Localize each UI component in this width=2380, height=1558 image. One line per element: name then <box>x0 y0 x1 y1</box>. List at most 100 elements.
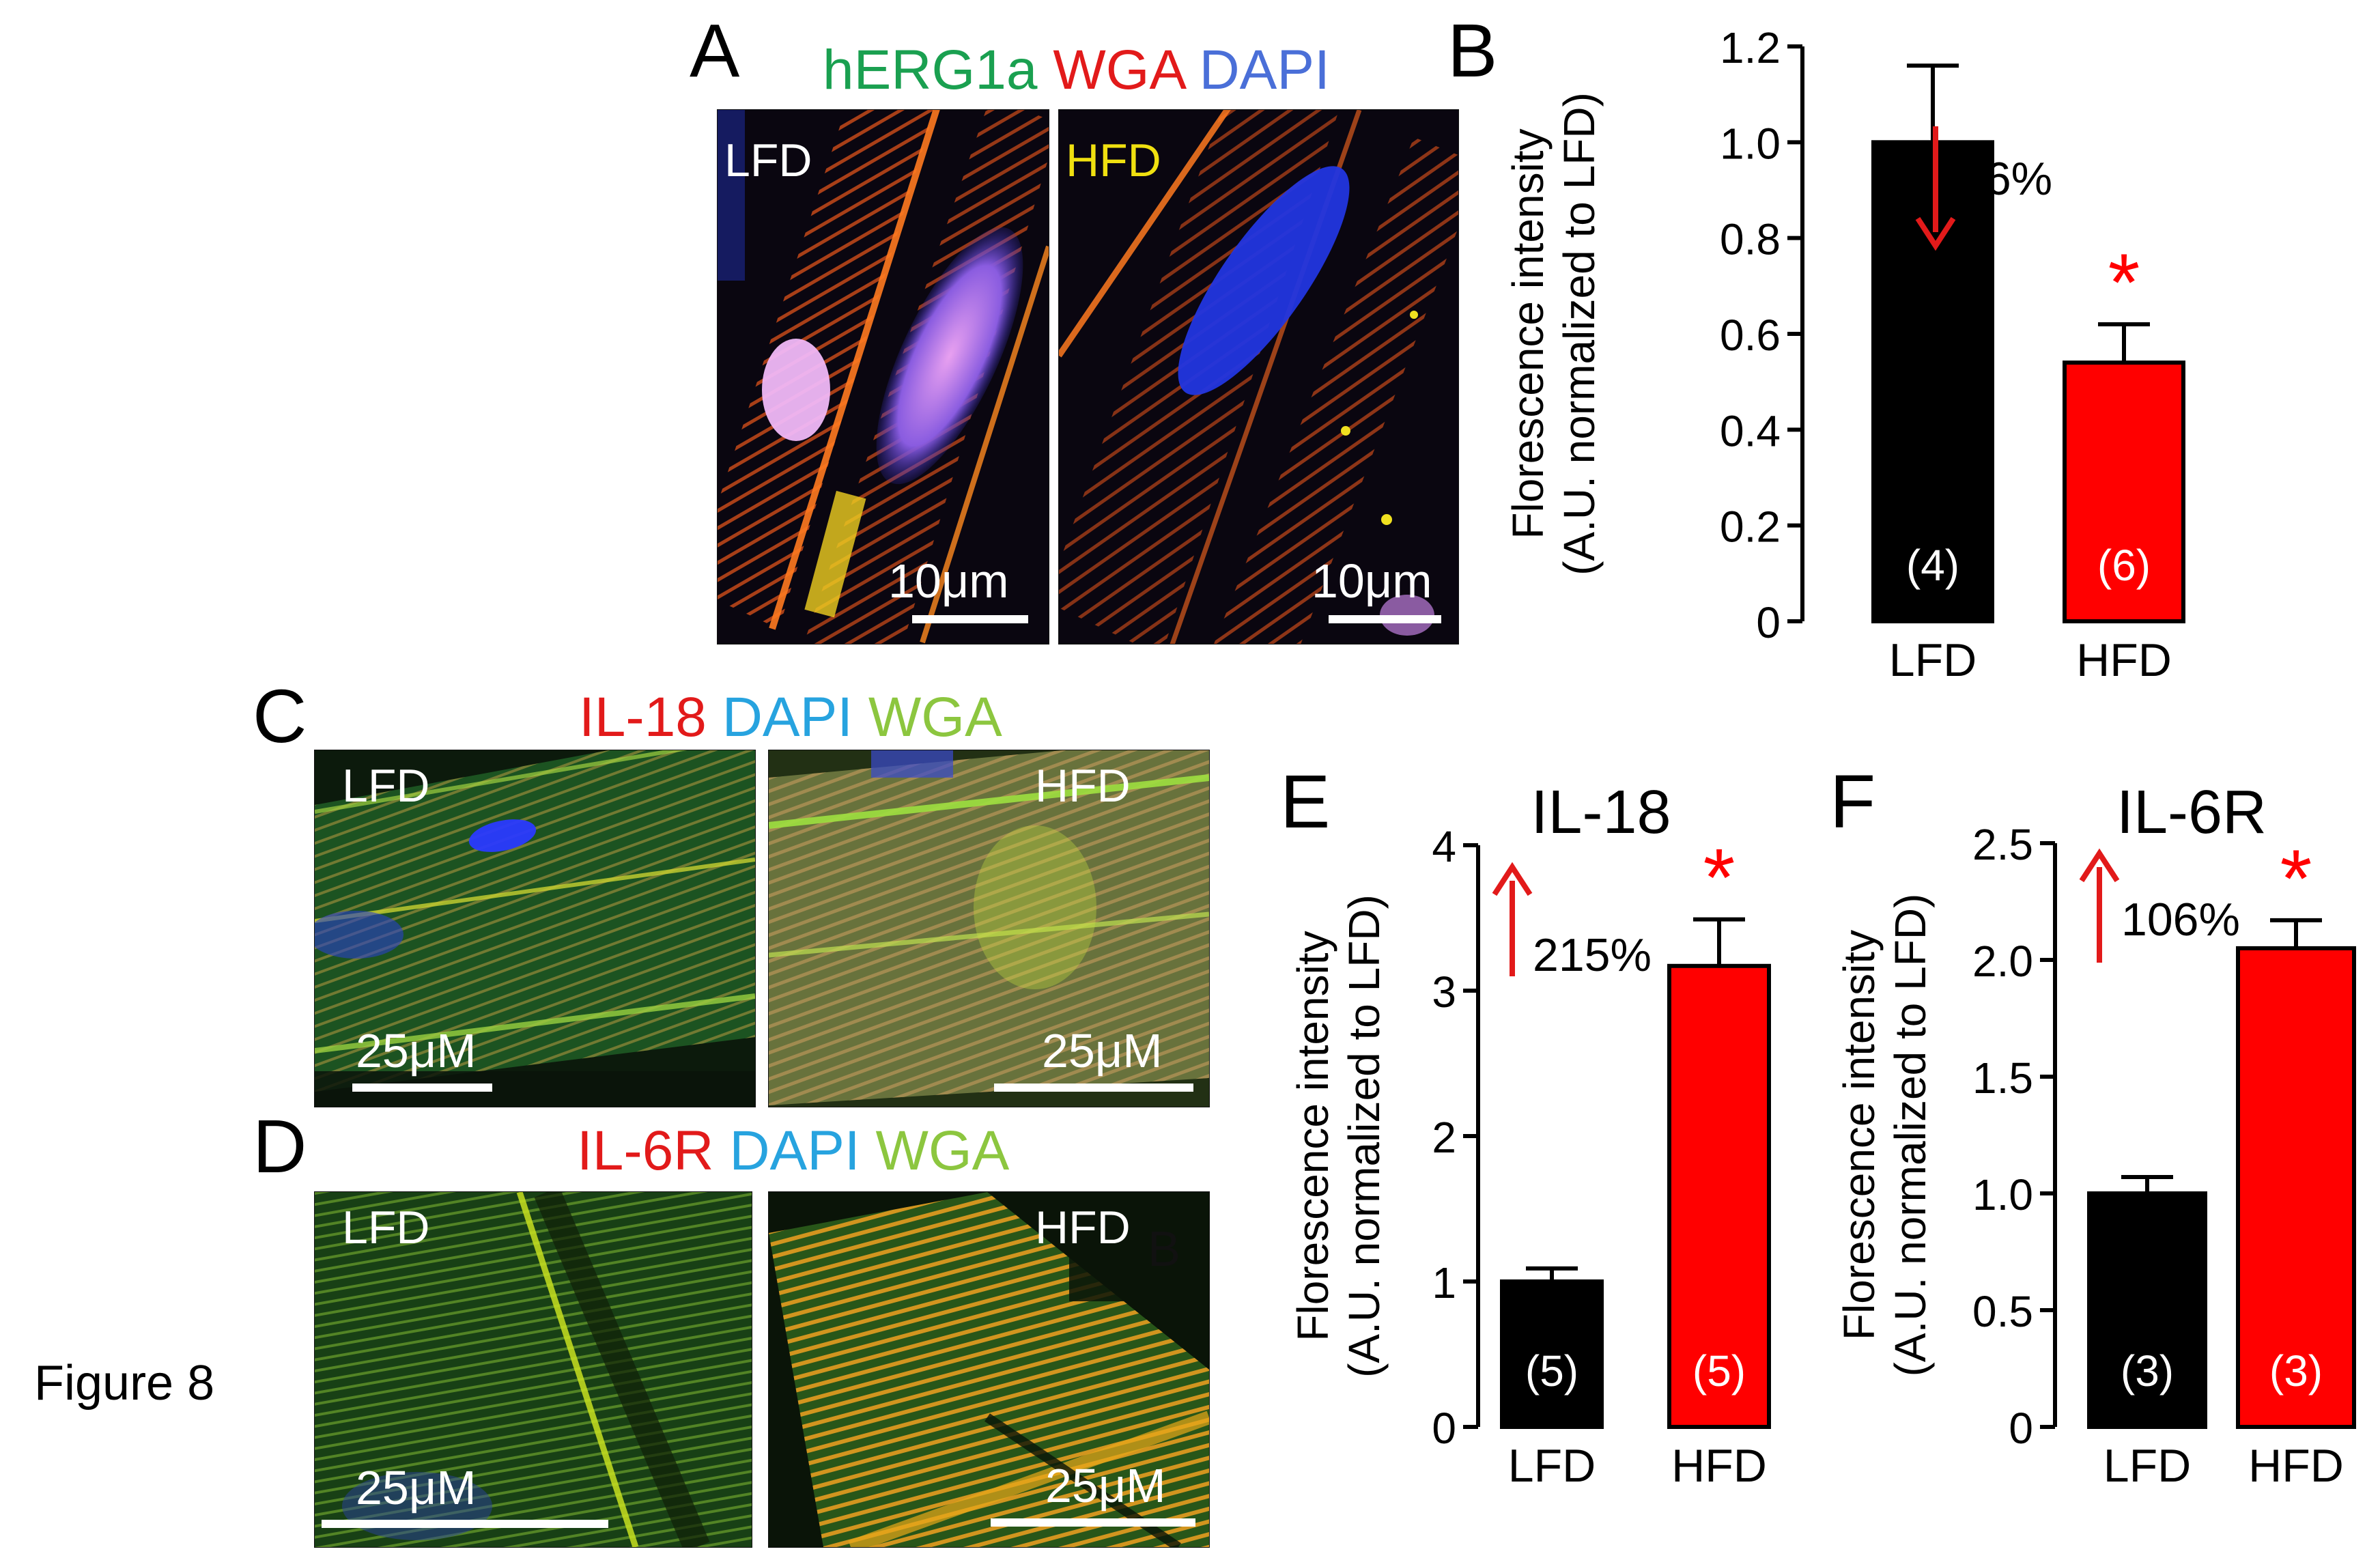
figure-label: Figure 8 <box>34 1356 215 1411</box>
panel-d-letter: D <box>253 1105 307 1189</box>
stain-herg1a: hERG1a <box>823 39 1038 101</box>
chart-title: IL-18 <box>1531 778 1671 847</box>
micrograph-a-hfd-scale-text: 10μm <box>1312 554 1432 608</box>
micrograph-c-lfd-label: LFD <box>342 760 430 812</box>
micrograph-a-hfd: HFD 10μm <box>1058 109 1459 645</box>
y-tick-label: 0 <box>1756 598 1781 647</box>
micrograph-c-hfd-graphic <box>769 750 1209 1107</box>
bar-n-label: (4) <box>1906 541 1959 590</box>
bar-n-label: (6) <box>2097 541 2151 590</box>
micrograph-d-hfd-graphic <box>769 1192 1209 1547</box>
y-tick-label: 4 <box>1432 822 1456 871</box>
y-tick-label: 0.5 <box>1972 1287 2033 1336</box>
micrograph-d-hfd-scale-text: 25μM <box>1045 1459 1166 1512</box>
y-tick-label: 0 <box>2009 1404 2033 1453</box>
significance-star: * <box>1703 832 1736 924</box>
micrograph-d-lfd-scale-bar <box>322 1520 608 1528</box>
micrograph-a-lfd-label: LFD <box>724 134 812 186</box>
change-arrow-head <box>1492 862 1533 896</box>
x-category-label: LFD <box>1508 1440 1596 1492</box>
percent-change-label: 215% <box>1533 929 1652 981</box>
micrograph-c-hfd-label: HFD <box>1035 760 1131 812</box>
micrograph-a-hfd-label: HFD <box>1066 134 1161 186</box>
micrograph-c-lfd-scale-text: 25μM <box>356 1024 477 1077</box>
x-category-label: LFD <box>1889 634 1977 686</box>
y-axis-label-line2: (A.U. normalized to LFD) <box>1340 894 1389 1378</box>
bar-n-label: (5) <box>1525 1346 1578 1396</box>
change-arrow-head <box>1915 216 1956 251</box>
micrograph-a-lfd-scale-bar <box>912 615 1028 623</box>
micrograph-d-hfd: HFD B 25μM <box>768 1191 1210 1548</box>
micrograph-d-hfd-scale-bar <box>991 1518 1195 1527</box>
chart-b-hERG1a-intensity: 0 0.2 0.4 0.6 0.8 1.0 1.2 Florescence intensity… <box>1503 23 2185 686</box>
micrograph-c-lfd: LFD 25μM <box>314 750 756 1107</box>
chart-f-il6r-intensity: 0 0.5 1.0 1.5 2.0 2.5 Florescence intensity (A.… <box>1834 778 2356 1492</box>
micrograph-a-hfd-graphic <box>1059 110 1458 644</box>
stain-wga: WGA <box>875 1120 1010 1182</box>
y-axis-label-line1: Florescence intensity <box>1834 930 1884 1340</box>
micrograph-c-hfd: HFD 25μM <box>768 750 1210 1107</box>
stain-il18: IL-18 <box>579 686 707 748</box>
micrograph-d-lfd: LFD 25μM <box>314 1191 752 1548</box>
stain-dapi: DAPI <box>722 686 853 748</box>
y-tick-label: 1.0 <box>1972 1170 2033 1219</box>
y-tick-label: 0.4 <box>1720 406 1781 455</box>
change-arrow-head <box>2079 848 2120 883</box>
bar-lfd <box>2087 1191 2207 1429</box>
chart-e-il18-intensity: 0 1 2 3 4 Florescence intensity (A.U. normaliz… <box>1288 778 1771 1492</box>
micrograph-d-lfd-scale-text: 25μM <box>356 1461 477 1514</box>
panel-a-letter: A <box>690 9 740 93</box>
y-tick-label: 0.6 <box>1720 311 1781 360</box>
micrograph-d-hfd-label: HFD <box>1035 1202 1131 1254</box>
y-tick-label: 1.0 <box>1720 119 1781 168</box>
bar-hfd <box>2236 946 2356 1429</box>
y-tick-label: 0.2 <box>1720 502 1781 552</box>
stain-wga: WGA <box>868 686 1002 748</box>
significance-star: * <box>2280 833 2312 924</box>
x-category-label: LFD <box>2103 1440 2191 1492</box>
y-tick-label: 2.0 <box>1972 937 2033 986</box>
bar-lfd <box>1500 1279 1604 1429</box>
bar-hfd <box>2063 360 2185 623</box>
percent-change-label: 46% <box>1959 153 2052 205</box>
y-tick-label: 0.8 <box>1720 215 1781 264</box>
y-tick-label: 1.5 <box>1972 1053 2033 1103</box>
y-tick-label: 0 <box>1432 1404 1456 1453</box>
micrograph-d-hfd-stray-letter: B <box>1148 1222 1181 1277</box>
micrograph-a-lfd-graphic <box>718 110 1049 644</box>
panel-c-letter: C <box>253 675 307 759</box>
y-tick-label: 2.5 <box>1972 820 2033 869</box>
micrograph-c-lfd-graphic <box>315 750 755 1107</box>
micrograph-d-lfd-graphic <box>315 1192 752 1547</box>
significance-star: * <box>2108 237 2140 328</box>
panel-e-letter: E <box>1280 760 1331 844</box>
micrograph-c-lfd-scale-bar <box>352 1083 492 1092</box>
bar-n-label: (3) <box>2269 1346 2323 1396</box>
percent-change-label: 106% <box>2121 894 2240 946</box>
x-category-label: HFD <box>1671 1440 1767 1492</box>
y-axis-label-line1: Florescence intensity <box>1288 931 1337 1341</box>
y-tick-label: 1 <box>1432 1258 1456 1307</box>
bar-n-label: (5) <box>1692 1346 1746 1396</box>
micrograph-d-lfd-label: LFD <box>342 1202 430 1254</box>
y-tick-label: 3 <box>1432 967 1456 1017</box>
y-tick-label: 1.2 <box>1720 23 1781 72</box>
micrograph-a-lfd-scale-text: 10μm <box>888 554 1009 608</box>
y-tick-label: 2 <box>1432 1113 1456 1162</box>
panel-b-letter: B <box>1447 9 1498 93</box>
micrograph-c-hfd-scale-text: 25μM <box>1042 1024 1163 1077</box>
y-axis-label-line1: Florescence intensity <box>1503 128 1553 539</box>
stain-il6r: IL-6R <box>577 1120 714 1182</box>
micrograph-c-hfd-scale-bar <box>994 1083 1193 1092</box>
bar-n-label: (3) <box>2121 1346 2174 1396</box>
bar-hfd <box>1667 963 1771 1430</box>
x-category-label: HFD <box>2076 634 2172 686</box>
stain-wga: WGA <box>1053 39 1184 101</box>
panel-a-stain-legend: hERG1a WGA DAPI <box>823 42 1330 98</box>
y-axis-label-line2: (A.U. normalized to LFD) <box>1555 92 1604 576</box>
y-axis-label-line2: (A.U. normalized to LFD) <box>1886 894 1935 1377</box>
micrograph-a-hfd-scale-bar <box>1329 615 1441 623</box>
panel-f-letter: F <box>1830 760 1876 844</box>
micrograph-a-lfd: LFD 10μm <box>717 109 1049 645</box>
